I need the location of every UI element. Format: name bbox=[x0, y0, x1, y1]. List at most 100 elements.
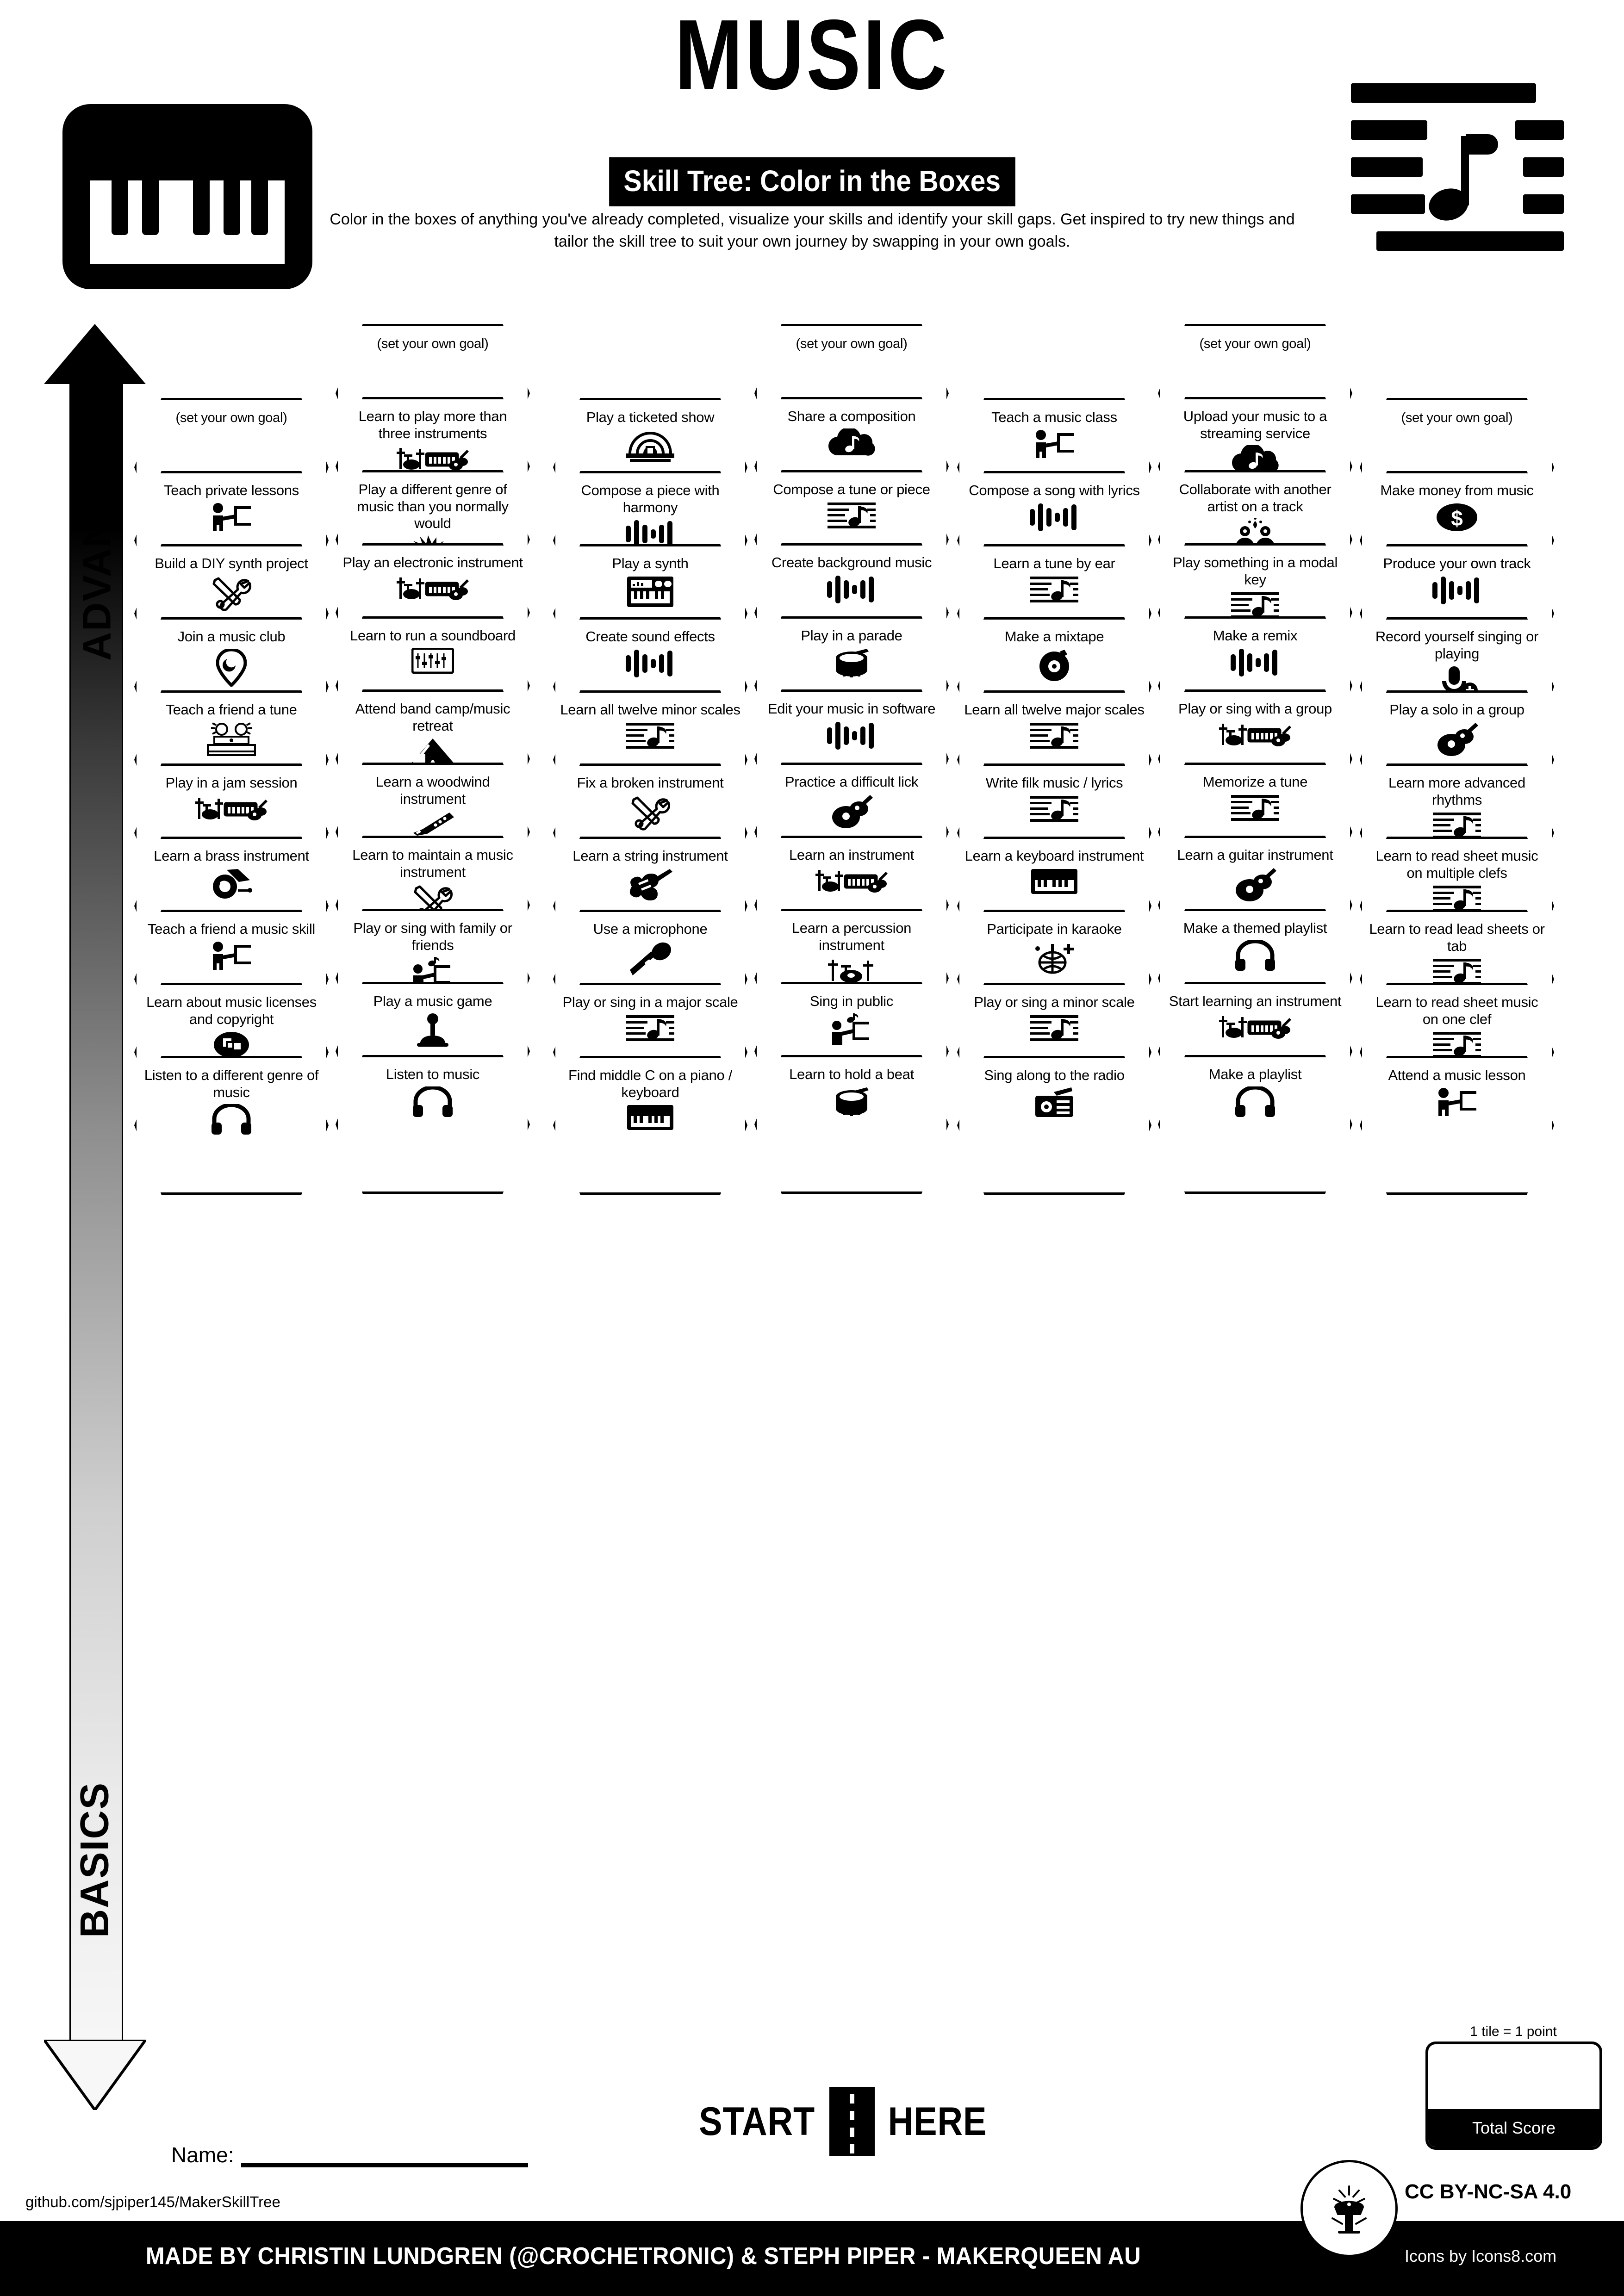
joystick-icon bbox=[415, 1013, 450, 1047]
skill-tile-label: Produce your own track bbox=[1383, 555, 1531, 571]
tile-content: Learn a woodwind instrument bbox=[336, 763, 530, 901]
skill-tile[interactable]: Attend a music lesson bbox=[1360, 1056, 1554, 1195]
flute-icon bbox=[411, 811, 455, 837]
teacher-icon bbox=[1033, 429, 1076, 465]
tile-content: Teach a music class bbox=[957, 398, 1151, 537]
skill-tile[interactable]: Listen to music bbox=[336, 1055, 530, 1194]
skill-tile[interactable]: Find middle C on a piano / keyboard bbox=[553, 1056, 747, 1195]
skill-tile-label: Play or sing with a group bbox=[1178, 701, 1332, 717]
tile-content: Make a themed playlist bbox=[1158, 909, 1352, 1048]
skill-tile-label: Compose a tune or piece bbox=[773, 481, 930, 497]
skill-tile-label: Make a themed playlist bbox=[1183, 920, 1327, 936]
skill-tile[interactable]: Sing along to the radio bbox=[957, 1056, 1151, 1195]
skill-tile-label: (set your own goal) bbox=[377, 336, 489, 351]
skill-tile-label: Start learning an instrument bbox=[1169, 993, 1342, 1009]
total-score-label: Total Score bbox=[1472, 2118, 1556, 2137]
tile-content: Create sound effects bbox=[553, 617, 747, 756]
tile-content: Learn to read sheet music on multiple cl… bbox=[1360, 837, 1554, 975]
skill-tile[interactable]: Learn to hold a beat bbox=[754, 1055, 949, 1194]
tile-content: Compose a song with lyrics bbox=[957, 471, 1151, 610]
tile-content: Use a microphone bbox=[553, 910, 747, 1049]
french-horn-icon bbox=[210, 868, 253, 900]
skill-tile-label: Make money from music bbox=[1380, 482, 1534, 498]
teacher-icon bbox=[210, 503, 253, 538]
skill-tile-label: Learn an instrument bbox=[789, 847, 914, 863]
skill-tile[interactable]: Compose a song with lyrics bbox=[957, 471, 1151, 610]
tile-content: Learn a tune by ear bbox=[957, 544, 1151, 683]
skill-tile-label: (set your own goal) bbox=[1199, 336, 1311, 351]
guitar-icon bbox=[830, 794, 873, 829]
tile-content: Play a ticketed show bbox=[553, 398, 747, 537]
hex-outline bbox=[134, 1056, 329, 1195]
skill-tile-label: Learn to hold a beat bbox=[789, 1066, 914, 1082]
total-score-box[interactable]: Total Score bbox=[1425, 2042, 1602, 2150]
skill-tile-label: Learn about music licenses and copyright bbox=[146, 994, 317, 1027]
cc-maker-badge-icon bbox=[1300, 2160, 1398, 2257]
stage-icon bbox=[625, 429, 675, 463]
tile-content: (set your own goal) bbox=[754, 324, 949, 463]
skill-tile-label: Compose a song with lyrics bbox=[969, 482, 1140, 498]
two-people-piano-icon bbox=[204, 722, 259, 759]
skill-tile-label: Sing in public bbox=[809, 993, 894, 1009]
copyright-icon bbox=[214, 1031, 249, 1059]
tile-content: Attend a music lesson bbox=[1360, 1056, 1554, 1195]
skill-tile-label: Collaborate with another artist on a tra… bbox=[1179, 481, 1332, 515]
skill-tile-label: (set your own goal) bbox=[796, 336, 908, 351]
tile-content: Listen to a different genre of music bbox=[134, 1056, 329, 1195]
band-icon bbox=[397, 575, 469, 603]
microphone-icon bbox=[628, 941, 672, 976]
tile-content: Learn a guitar instrument bbox=[1158, 836, 1352, 974]
skill-tile-label: Learn all twelve minor scales bbox=[560, 701, 740, 718]
waveform-icon bbox=[826, 721, 877, 751]
cloud-music-icon bbox=[826, 428, 877, 458]
skill-tile-label: Teach a music class bbox=[991, 409, 1117, 425]
teacher-icon bbox=[210, 941, 253, 976]
keyboard-icon bbox=[1030, 868, 1078, 895]
skill-tile-label: (set your own goal) bbox=[175, 410, 287, 425]
start-here-marker: START HERE bbox=[666, 2087, 1018, 2156]
skill-tile-label: Play a ticketed show bbox=[586, 409, 715, 425]
skill-tile[interactable]: Make a playlist bbox=[1158, 1055, 1352, 1194]
skill-tile-label: Build a DIY synth project bbox=[155, 555, 308, 571]
skill-tile-label: Create background music bbox=[771, 554, 932, 571]
tile-content: Build a DIY synth project bbox=[134, 544, 329, 683]
vinyl-icon bbox=[1037, 649, 1072, 682]
name-input-line[interactable] bbox=[241, 2159, 529, 2167]
synth-icon bbox=[626, 576, 674, 608]
radio-icon bbox=[1034, 1087, 1074, 1118]
skill-tile-label: Listen to a different genre of music bbox=[144, 1067, 319, 1100]
skill-tile-label: Learn to maintain a music instrument bbox=[352, 847, 513, 880]
tile-content: (set your own goal) bbox=[1158, 324, 1352, 463]
tile-content: Participate in karaoke bbox=[957, 910, 1151, 1049]
sheet-music-icon bbox=[1030, 795, 1078, 825]
tile-content: Learn to play more than three instrument… bbox=[336, 397, 530, 536]
intro-text: Color in the boxes of anything you've al… bbox=[330, 211, 1295, 251]
skill-tile-label: Make a mixtape bbox=[1004, 628, 1104, 645]
tile-content: Play in a jam session bbox=[134, 763, 329, 902]
headphones-icon bbox=[413, 1086, 453, 1117]
cloud-music-icon bbox=[1230, 445, 1281, 475]
tile-content: Record yourself singing or playing bbox=[1360, 617, 1554, 756]
hex-outline bbox=[754, 1055, 949, 1194]
tile-content: Compose a piece with harmony bbox=[553, 471, 747, 610]
skill-tile[interactable]: Listen to a different genre of music bbox=[134, 1056, 329, 1195]
tile-content: Teach a friend a music skill bbox=[134, 910, 329, 1049]
skill-tile-label: Learn to read lead sheets or tab bbox=[1369, 921, 1545, 954]
headphones-icon bbox=[1235, 940, 1275, 971]
tile-content: Edit your music in software bbox=[754, 689, 949, 828]
skill-tile-label: Play a music game bbox=[373, 993, 492, 1009]
tile-content: Memorize a tune bbox=[1158, 763, 1352, 901]
tile-content: Learn to read sheet music on one clef bbox=[1360, 983, 1554, 1122]
tile-content: Sing in public bbox=[754, 982, 949, 1121]
waveform-icon bbox=[1029, 503, 1080, 532]
teacher-icon bbox=[1436, 1087, 1478, 1123]
skill-tile-label: Write filk music / lyrics bbox=[985, 775, 1123, 791]
license-label: CC BY-NC-SA 4.0 bbox=[1405, 2180, 1572, 2203]
disco-ball-icon bbox=[1032, 941, 1076, 974]
tile-content: Learn an instrument bbox=[754, 836, 949, 974]
name-field-row[interactable]: Name: bbox=[171, 2142, 529, 2167]
tile-content: (set your own goal) bbox=[336, 324, 530, 463]
hex-outline bbox=[1360, 1056, 1554, 1195]
tile-content: Compose a tune or piece bbox=[754, 470, 949, 609]
